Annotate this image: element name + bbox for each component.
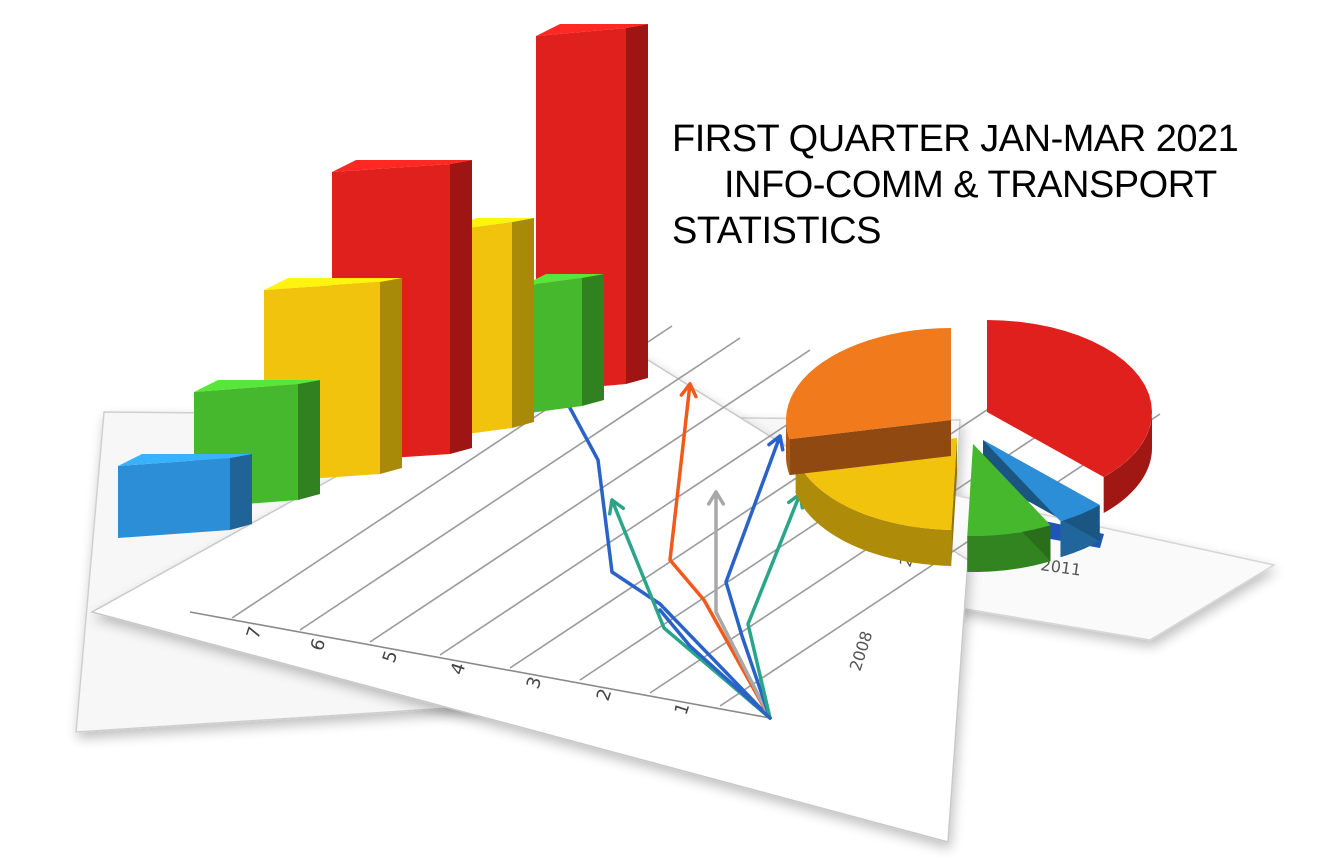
grid-line	[369, 349, 811, 643]
line-arrowhead	[679, 382, 698, 399]
grid-line	[299, 337, 741, 631]
line-series	[746, 492, 802, 720]
pie-slice	[786, 328, 951, 476]
pie-slice-top	[983, 440, 1100, 522]
pie-slice-side	[795, 457, 952, 566]
bar-front	[118, 458, 230, 538]
pie-slice-top	[967, 444, 1051, 536]
line-series	[668, 382, 772, 720]
bar-side	[450, 160, 472, 454]
x-axis-line	[189, 611, 771, 719]
bar-front	[522, 278, 582, 414]
line-arrowhead	[706, 490, 726, 506]
bar-top	[194, 380, 320, 392]
line-arrowhead	[767, 434, 785, 452]
title-line-3: STATISTICS	[672, 210, 881, 252]
pie-slice-top	[786, 328, 951, 440]
pie-slice	[987, 320, 1152, 514]
pie-slice-side	[786, 420, 790, 476]
bar-side	[298, 380, 320, 500]
bar-side	[582, 274, 604, 406]
pie-slice-cut	[789, 420, 951, 476]
bar-top	[536, 24, 648, 36]
page-title: FIRST QUARTER JAN-MAR 2021 INFO-COMM & T…	[672, 116, 1312, 254]
pie-slice-side	[1103, 412, 1152, 514]
pie-slice-cut	[951, 438, 957, 566]
bar-side	[230, 454, 252, 530]
pie-slice-top	[987, 320, 1152, 478]
bar-top	[522, 274, 604, 286]
pie-slice	[967, 444, 1051, 572]
pie-slice	[983, 440, 1100, 558]
bar-top	[332, 160, 472, 172]
line-series	[568, 406, 772, 720]
bar-top	[452, 218, 534, 230]
line-arrowhead	[607, 498, 626, 516]
bar-side	[380, 278, 402, 474]
bar-top	[118, 454, 252, 466]
line-series	[658, 608, 772, 720]
title-line-1: FIRST QUARTER JAN-MAR 2021	[672, 118, 1239, 160]
title-line-2: INFO-COMM & TRANSPORT	[724, 164, 1217, 206]
line-series	[714, 490, 772, 720]
bar-side	[626, 24, 648, 384]
line-series	[724, 434, 782, 720]
bar-side	[512, 218, 534, 428]
bar-top	[264, 278, 402, 290]
